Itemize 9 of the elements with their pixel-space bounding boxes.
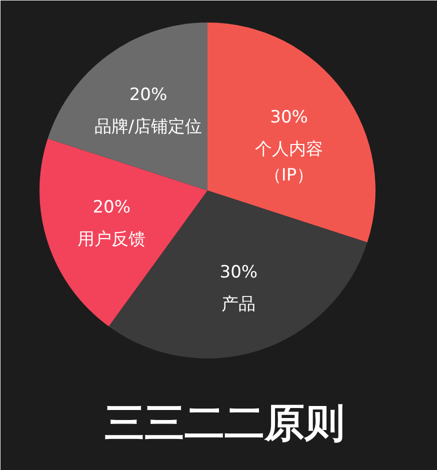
slice-label: 个人内容（IP） bbox=[255, 139, 324, 186]
data-label: 20% bbox=[92, 198, 131, 218]
data-label: 30% bbox=[270, 107, 308, 128]
slice-label: 用户反馈 bbox=[78, 230, 146, 250]
data-label: 20% bbox=[129, 84, 168, 105]
text: 三三二二原则 bbox=[104, 400, 344, 446]
slice-label: 产品 bbox=[222, 294, 256, 314]
slice-label: 品牌/店铺定位 bbox=[94, 116, 202, 137]
data-label: 30% bbox=[220, 262, 258, 282]
